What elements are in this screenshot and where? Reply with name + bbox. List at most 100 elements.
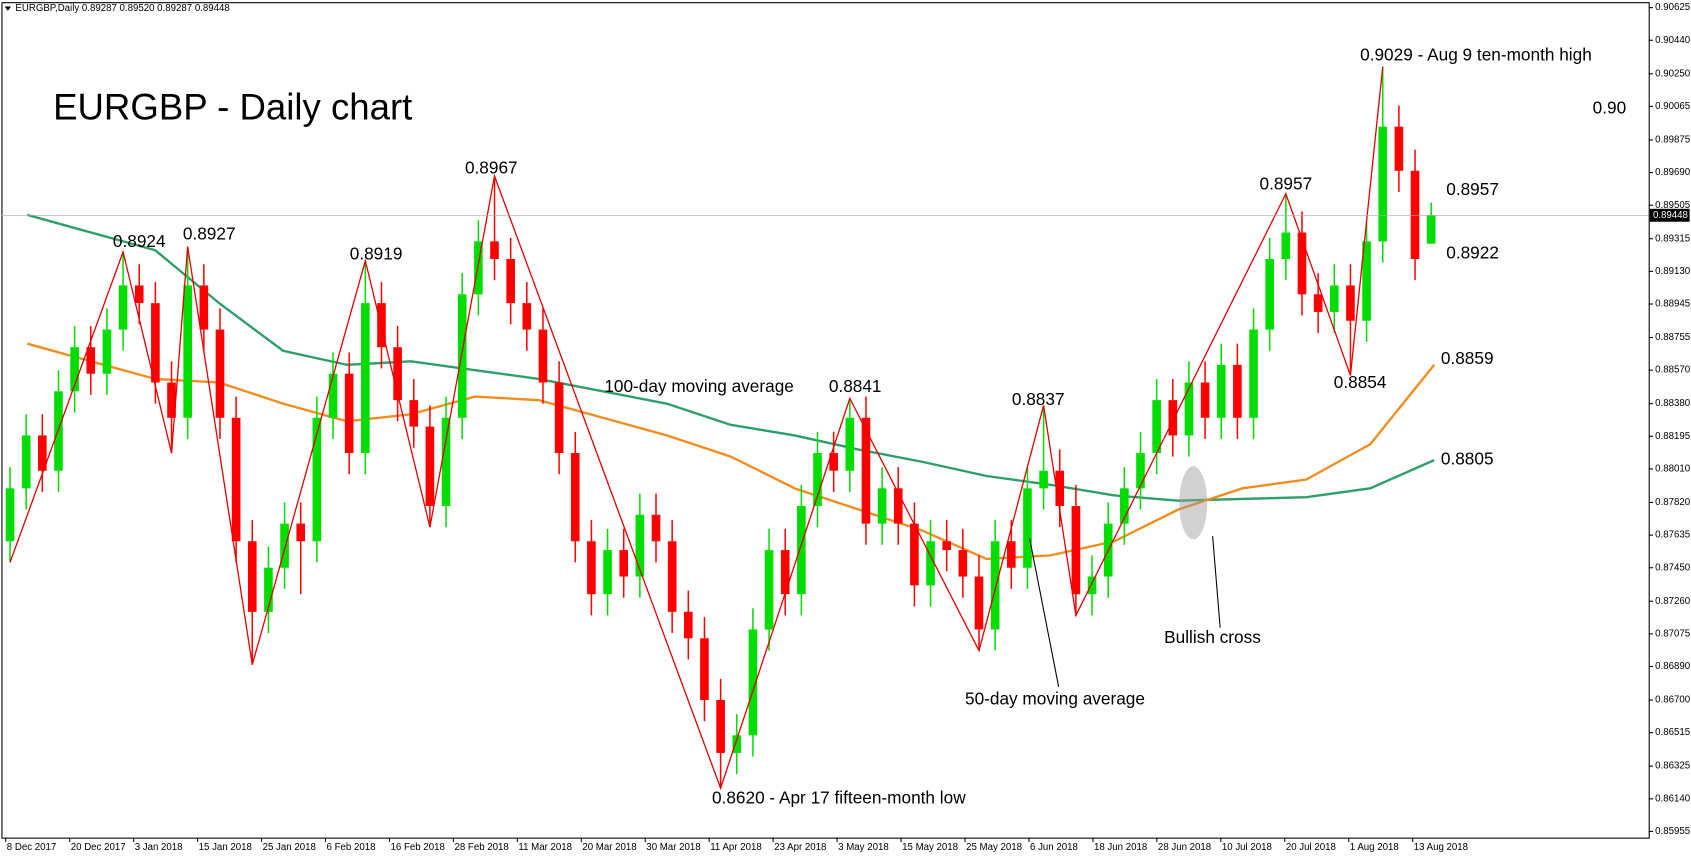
candle-body bbox=[893, 488, 903, 524]
zigzag bbox=[9, 66, 1384, 791]
candle-body bbox=[1265, 259, 1274, 330]
moving-average bbox=[26, 213, 1435, 502]
x-tick-label: 30 Mar 2018 bbox=[646, 842, 700, 853]
pointer-line bbox=[1212, 536, 1221, 628]
candle-body bbox=[1168, 400, 1178, 436]
candle-body bbox=[942, 541, 952, 551]
x-tick-label: 20 Jul 2018 bbox=[1286, 842, 1336, 853]
y-tick-label: 0.88380 bbox=[1655, 398, 1690, 409]
candle-body bbox=[280, 523, 289, 568]
y-tick-label: 0.90065 bbox=[1655, 101, 1690, 112]
candle-body bbox=[1039, 470, 1048, 489]
y-tick-label: 0.88570 bbox=[1655, 365, 1690, 376]
candle-body bbox=[1313, 294, 1323, 312]
x-tick-label: 25 Jan 2018 bbox=[263, 842, 316, 853]
y-tick-label: 0.87075 bbox=[1655, 628, 1690, 639]
candle-body bbox=[1184, 382, 1194, 436]
candle-body bbox=[361, 303, 370, 454]
x-tick-label: 6 Feb 2018 bbox=[327, 842, 376, 853]
candle-body bbox=[1152, 400, 1161, 454]
candle-body bbox=[1071, 505, 1081, 595]
annotation: 0.8924 bbox=[113, 231, 166, 251]
y-tick-label: 0.89130 bbox=[1655, 266, 1690, 277]
candle-body bbox=[199, 285, 209, 330]
candle-body bbox=[570, 453, 580, 542]
candle-body bbox=[457, 294, 467, 418]
candle-body bbox=[183, 285, 192, 418]
annotation: 0.8837 bbox=[1012, 389, 1065, 409]
candle-body bbox=[1362, 241, 1371, 321]
candle-body bbox=[247, 541, 257, 612]
y-tick-label: 0.88195 bbox=[1655, 431, 1690, 442]
candle-body bbox=[38, 435, 47, 471]
annotation: 0.9029 - Aug 9 ten-month high bbox=[1360, 45, 1592, 65]
y-tick-label: 0.87820 bbox=[1655, 497, 1690, 508]
candle-body bbox=[797, 505, 806, 595]
candle-body bbox=[312, 417, 322, 542]
candle-body bbox=[764, 550, 774, 630]
candle-body bbox=[506, 259, 515, 304]
candle-body bbox=[1233, 364, 1242, 418]
annotation: Bullish cross bbox=[1164, 627, 1261, 647]
y-tick-label: 0.87450 bbox=[1655, 562, 1690, 573]
candle-body bbox=[926, 541, 935, 586]
header: EURGBP,Daily 0.89287 0.89520 0.89287 0.8… bbox=[15, 3, 229, 14]
x-tick-label: 18 Jun 2018 bbox=[1094, 842, 1147, 853]
candle-body bbox=[102, 329, 112, 374]
y-tick-label: 0.89315 bbox=[1655, 233, 1690, 244]
y-tick-label: 0.89690 bbox=[1655, 167, 1690, 178]
x-tick-label: 3 Jan 2018 bbox=[135, 842, 183, 853]
candle-body bbox=[296, 523, 306, 542]
x-tick-label: 16 Feb 2018 bbox=[391, 842, 445, 853]
y-tick-label: 0.90440 bbox=[1655, 35, 1690, 46]
candle-body bbox=[5, 488, 15, 542]
y-tick-label: 0.88010 bbox=[1655, 463, 1690, 474]
candle-body bbox=[441, 417, 451, 506]
candle-body bbox=[1281, 232, 1291, 260]
x-tick-label: 8 Dec 2017 bbox=[7, 842, 56, 853]
candle-body bbox=[1297, 232, 1307, 295]
y-tick-label: 0.90625 bbox=[1655, 2, 1690, 13]
y-tick-label: 0.89505 bbox=[1655, 200, 1690, 211]
moving-average bbox=[26, 342, 1436, 561]
ma-label: 50-day moving average bbox=[965, 688, 1145, 708]
pointer-line bbox=[1029, 538, 1060, 687]
candle-body bbox=[522, 303, 532, 330]
candle-body bbox=[1329, 285, 1339, 312]
candle-body bbox=[1023, 488, 1032, 568]
annotation: 0.8957 bbox=[1260, 174, 1313, 194]
candle-body bbox=[1120, 488, 1129, 524]
candle-body bbox=[716, 700, 725, 753]
candle-body bbox=[667, 541, 677, 612]
y-tick-label: 0.85955 bbox=[1655, 826, 1690, 837]
candle-body bbox=[877, 488, 887, 524]
candle-body bbox=[1216, 364, 1226, 418]
y-tick-label: 0.90250 bbox=[1655, 68, 1690, 79]
candle-body bbox=[1087, 576, 1097, 595]
annotation: 0.8922 bbox=[1446, 243, 1499, 263]
annotation: 0.8957 bbox=[1446, 179, 1499, 199]
candle-body bbox=[393, 347, 402, 401]
candle-body bbox=[538, 329, 548, 383]
candle-body bbox=[958, 550, 968, 577]
annotation: 0.8620 - Apr 17 fifteen-month low bbox=[712, 787, 966, 807]
candle-body bbox=[1378, 126, 1388, 242]
candle-body bbox=[1410, 170, 1420, 260]
candle-body bbox=[748, 629, 758, 736]
candle-body bbox=[215, 329, 225, 418]
candle-body bbox=[684, 611, 693, 639]
annotation: 0.8805 bbox=[1441, 448, 1494, 468]
candle-body bbox=[328, 373, 338, 418]
x-tick-label: 6 Jun 2018 bbox=[1030, 842, 1078, 853]
ma-label: 100-day moving average bbox=[604, 376, 794, 396]
y-tick-label: 0.87260 bbox=[1655, 596, 1690, 607]
candle-body bbox=[780, 550, 790, 595]
candle-body bbox=[1249, 329, 1258, 418]
plot-layer bbox=[5, 66, 1436, 791]
x-tick-label: 11 Mar 2018 bbox=[518, 842, 572, 853]
candle-body bbox=[1346, 285, 1355, 321]
candle-body bbox=[845, 417, 855, 471]
candle-body bbox=[231, 417, 241, 542]
y-tick-label: 0.86325 bbox=[1655, 761, 1690, 772]
annotation: 0.8854 bbox=[1334, 372, 1387, 392]
